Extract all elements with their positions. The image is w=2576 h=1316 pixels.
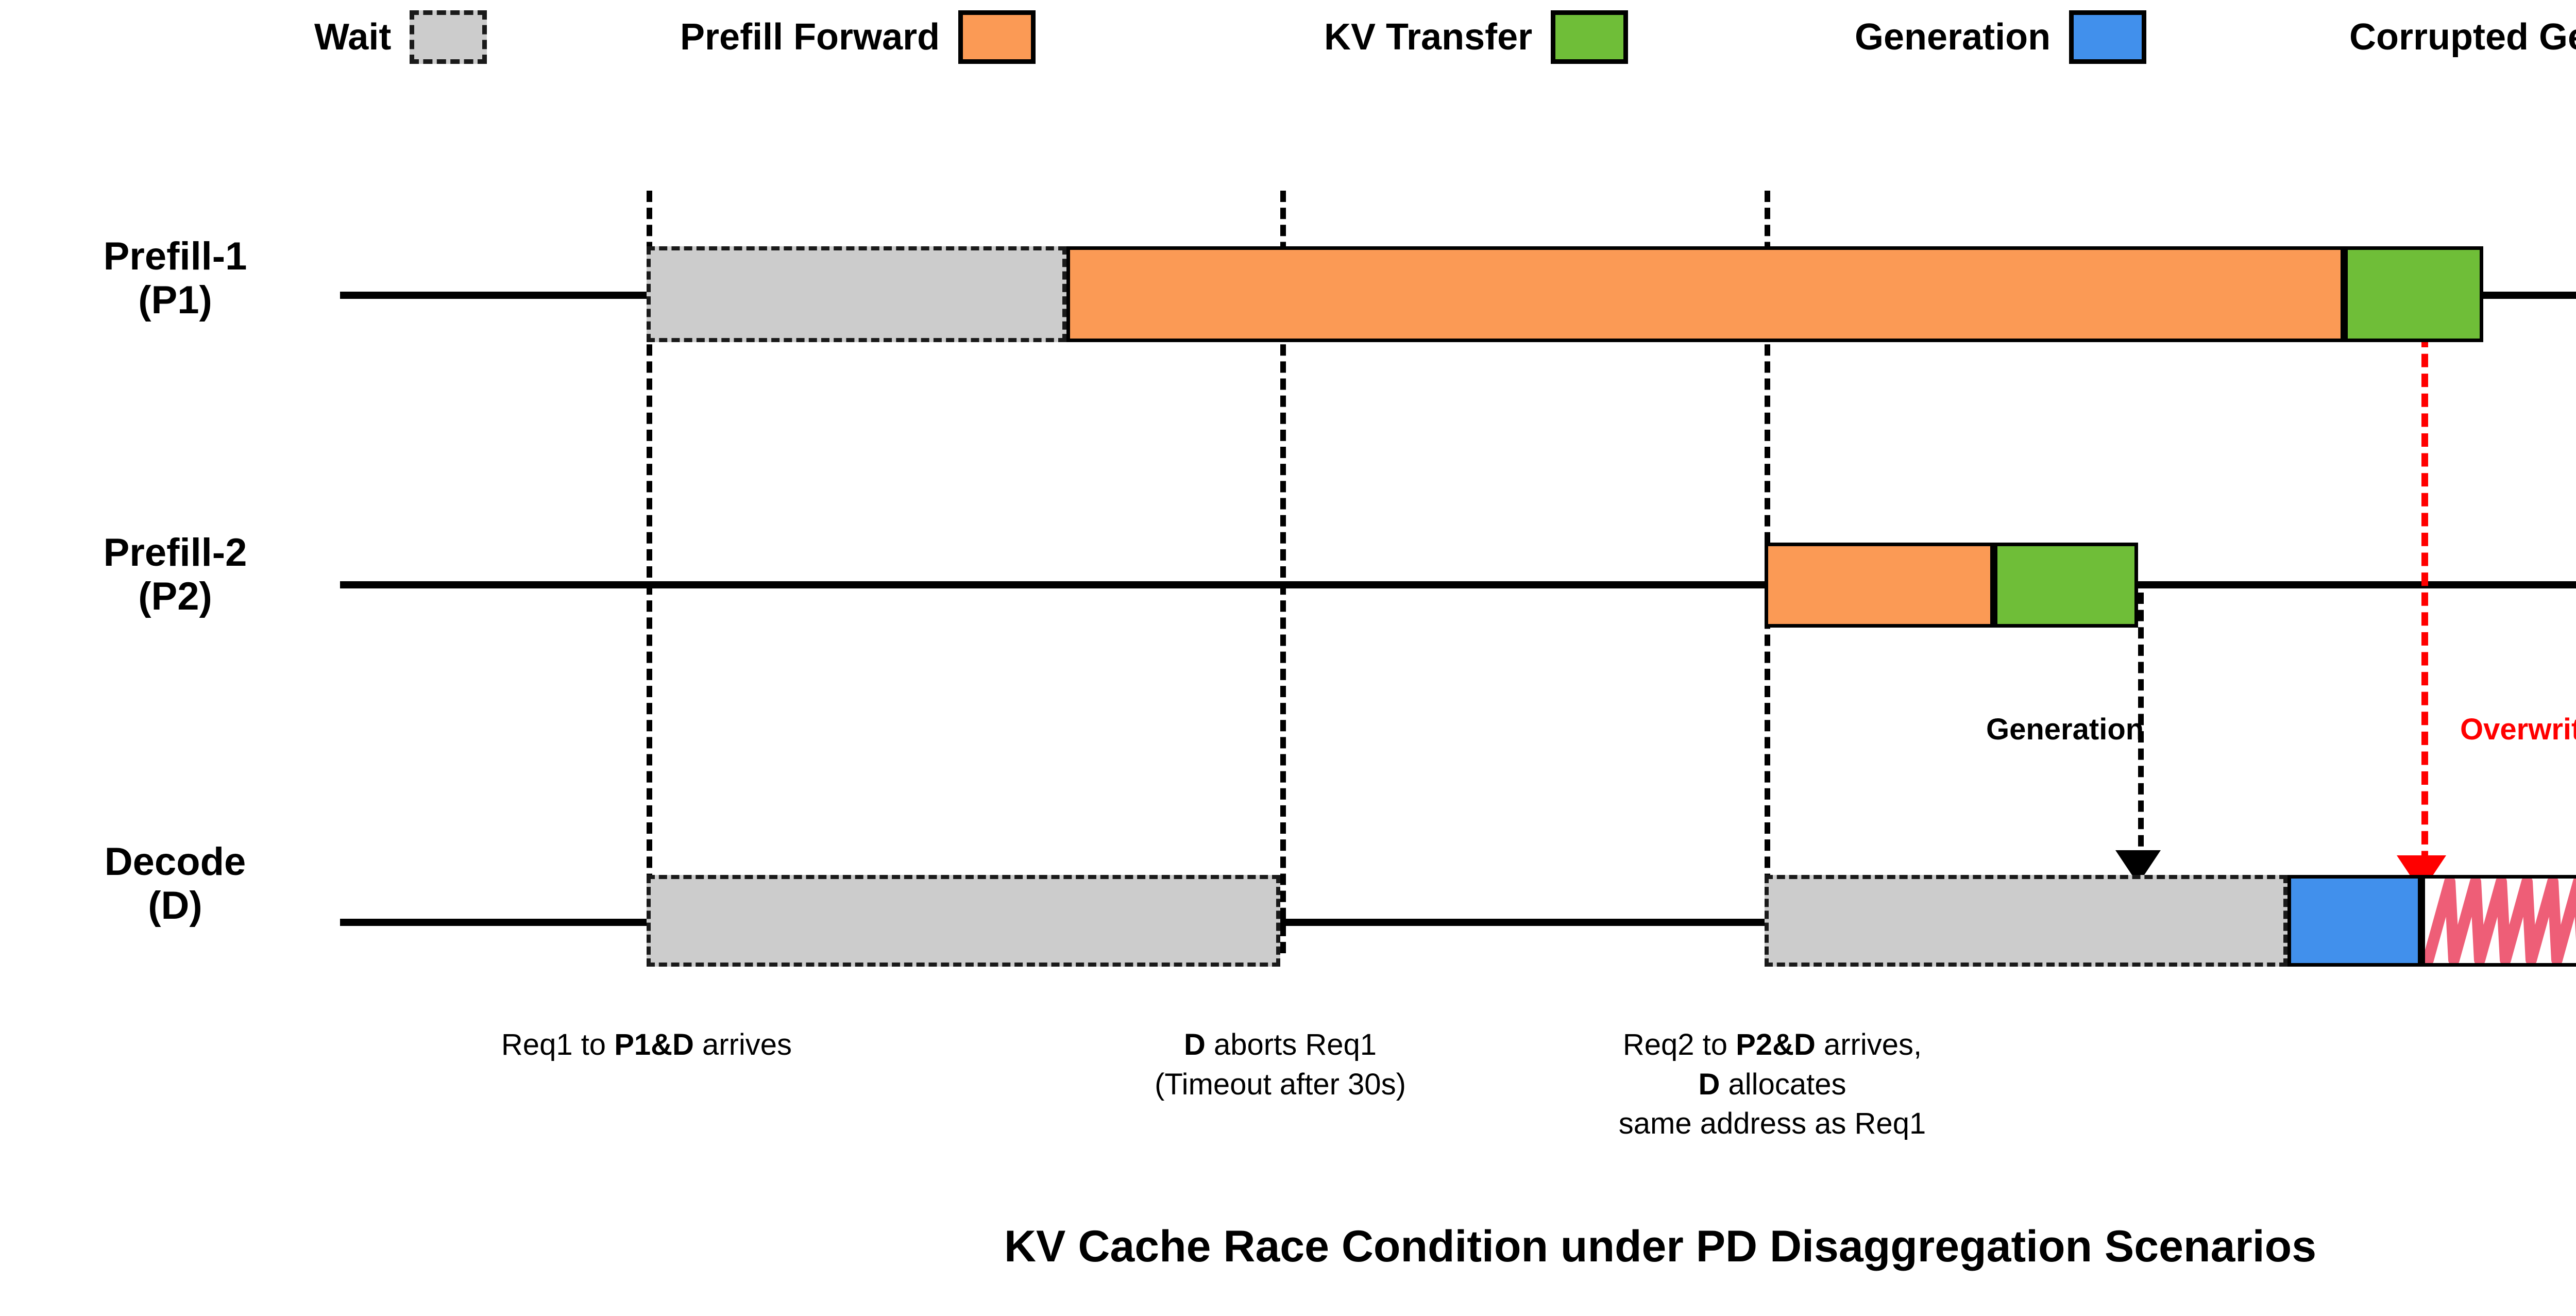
annotation-line: D aborts Req1 bbox=[894, 1025, 1667, 1065]
row-label-decode-name: Decode bbox=[104, 840, 246, 884]
row-label-prefill-1: Prefill-1 (P1) bbox=[31, 234, 319, 322]
annotation-d-aborts-req1: D aborts Req1 (Timeout after 30s) bbox=[894, 1025, 1667, 1104]
prefill-forward-swatch bbox=[958, 10, 1036, 64]
annotation-text-bold: D bbox=[1184, 1028, 1206, 1061]
annotation-line: Req1 to P1&D arrives bbox=[234, 1025, 1059, 1065]
annotation-text: allocates bbox=[1720, 1067, 1846, 1101]
inline-label-overwrite: Overwrite! bbox=[2460, 713, 2576, 746]
legend-item-kv-transfer: KV Transfer bbox=[1324, 6, 1629, 68]
annotation-req2-arrives: Req2 to P2&D arrives, D allocates same a… bbox=[1386, 1025, 2159, 1144]
annotation-req1-arrives: Req1 to P1&D arrives bbox=[234, 1025, 1059, 1065]
row-label-prefill-2: Prefill-2 (P2) bbox=[31, 531, 319, 618]
bar-d-generation bbox=[2287, 875, 2421, 967]
legend-item-prefill-forward: Prefill Forward bbox=[680, 6, 1036, 68]
row-label-prefill-1-paren: (P1) bbox=[138, 278, 212, 323]
legend-item-wait: Wait bbox=[314, 6, 487, 68]
page-title: KV Cache Race Condition under PD Disaggr… bbox=[1004, 1222, 2317, 1271]
timeline-axis-prefill-2 bbox=[340, 581, 2576, 588]
bar-d-corrupted-generation bbox=[2421, 875, 2576, 967]
event-line-req1-arrives bbox=[647, 191, 652, 953]
inline-label-generation: Generation bbox=[1986, 713, 2144, 746]
annotation-text-bold: P2&D bbox=[1736, 1028, 1816, 1061]
annotation-line: (Timeout after 30s) bbox=[894, 1065, 1667, 1105]
bar-p2-kv-transfer bbox=[1994, 543, 2138, 628]
row-label-prefill-2-name: Prefill-2 bbox=[103, 531, 247, 575]
event-line-d-aborts-req1 bbox=[1280, 191, 1286, 953]
legend-label-prefill-forward: Prefill Forward bbox=[680, 16, 940, 58]
annotation-line: D allocates bbox=[1386, 1065, 2159, 1105]
row-label-decode-paren: (D) bbox=[148, 884, 202, 928]
handoff-line-generation bbox=[2138, 593, 2144, 881]
legend-label-wait: Wait bbox=[314, 16, 392, 58]
annotation-text-bold: P1&D bbox=[614, 1028, 694, 1061]
legend-label-generation: Generation bbox=[1855, 16, 2051, 58]
annotation-text: Req1 to bbox=[501, 1028, 615, 1061]
legend: Wait Prefill Forward KV Transfer Generat… bbox=[0, 0, 2576, 88]
overwrite-line bbox=[2421, 334, 2428, 884]
kv-transfer-swatch bbox=[1551, 10, 1629, 64]
legend-item-corrupted-generation: Corrupted Generation bbox=[2349, 6, 2576, 68]
generation-swatch bbox=[2069, 10, 2147, 64]
legend-label-kv-transfer: KV Transfer bbox=[1324, 16, 1533, 58]
bar-p1-wait bbox=[647, 246, 1066, 342]
annotation-text: (Timeout after 30s) bbox=[1155, 1067, 1406, 1101]
annotation-line: same address as Req1 bbox=[1386, 1104, 2159, 1144]
legend-item-generation: Generation bbox=[1855, 6, 2147, 68]
scribble-hatch-icon-decode bbox=[2425, 879, 2576, 963]
annotation-text: Req2 to bbox=[1622, 1028, 1736, 1061]
annotation-text-bold: D bbox=[1698, 1067, 1720, 1101]
row-label-decode: Decode (D) bbox=[31, 840, 319, 927]
bar-d-wait-2 bbox=[1765, 875, 2287, 967]
bar-p1-prefill-forward bbox=[1066, 246, 2344, 342]
annotation-text: same address as Req1 bbox=[1618, 1107, 1926, 1141]
annotation-text: aborts Req1 bbox=[1205, 1028, 1377, 1061]
wait-swatch bbox=[410, 10, 487, 64]
bar-p2-prefill-forward bbox=[1765, 543, 1994, 628]
annotation-text: arrives bbox=[693, 1028, 792, 1061]
row-label-prefill-1-name: Prefill-1 bbox=[103, 234, 247, 278]
legend-label-corrupted-generation: Corrupted Generation bbox=[2349, 16, 2576, 58]
annotation-text: arrives, bbox=[1815, 1028, 1922, 1061]
bar-p1-kv-transfer bbox=[2344, 246, 2483, 342]
bar-d-wait-1 bbox=[647, 875, 1280, 967]
annotation-line: Req2 to P2&D arrives, bbox=[1386, 1025, 2159, 1065]
row-label-prefill-2-paren: (P2) bbox=[138, 575, 212, 619]
